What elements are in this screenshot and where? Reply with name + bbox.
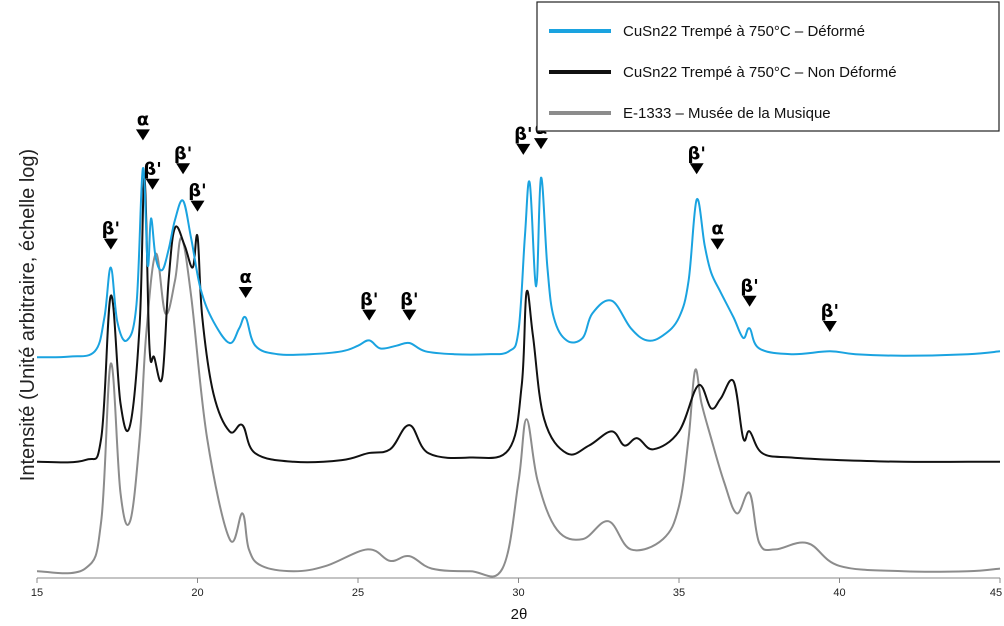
peak-marker-triangle xyxy=(190,200,205,212)
peak-annotation: β' xyxy=(821,301,839,332)
series-line-2 xyxy=(36,176,1000,464)
peak-marker-triangle xyxy=(710,238,725,250)
peak-label: β' xyxy=(143,159,161,180)
series-line-1 xyxy=(36,167,1001,359)
peak-label: β' xyxy=(821,301,839,322)
peak-marker-triangle xyxy=(402,309,417,321)
peak-annotation: α xyxy=(710,219,725,250)
x-axis-label: 2θ xyxy=(511,606,528,623)
x-tick-label: 40 xyxy=(833,587,845,599)
peak-annotation: β' xyxy=(174,143,192,175)
peak-marker-triangle xyxy=(362,309,377,321)
x-tick-label: 15 xyxy=(31,587,43,599)
legend-label-1: CuSn22 Trempé à 750°C – Déformé xyxy=(623,23,865,40)
annotations: β'αβ'β'β'αβ'β'β'αβ'αβ'β' xyxy=(102,109,839,332)
peak-label: β' xyxy=(360,290,378,311)
peak-annotation: β' xyxy=(740,276,759,307)
peak-marker-triangle xyxy=(689,163,704,175)
peak-annotation: β' xyxy=(360,290,378,321)
legend-label-3: E-1333 – Musée de la Musique xyxy=(623,105,831,122)
peak-marker-triangle xyxy=(238,286,253,298)
peak-annotation: α xyxy=(238,267,253,298)
peak-marker-triangle xyxy=(145,178,160,190)
peak-label: β' xyxy=(188,181,206,202)
peak-label: α xyxy=(137,109,149,130)
peak-label: β' xyxy=(514,124,532,145)
peak-marker-triangle xyxy=(742,295,757,307)
peak-annotation: α xyxy=(135,109,150,141)
series-layer xyxy=(36,167,1001,578)
x-tick-label: 25 xyxy=(352,587,364,599)
x-ticks: 15 20 25 30 35 40 45 xyxy=(31,578,1002,599)
peak-annotation: β' xyxy=(514,124,533,155)
legend-box xyxy=(536,1,1000,132)
peak-marker-triangle xyxy=(533,138,548,150)
peak-annotation: β' xyxy=(188,181,207,212)
peak-marker-triangle xyxy=(135,129,150,141)
peak-marker-triangle xyxy=(176,163,191,175)
peak-marker-triangle xyxy=(516,143,531,155)
peak-label: β' xyxy=(174,143,192,164)
y-axis-label: Intensité (Unité arbitraire, échelle log… xyxy=(17,149,39,481)
peak-marker-triangle xyxy=(103,238,118,250)
peak-label: β' xyxy=(740,276,758,297)
peak-label: β' xyxy=(102,219,120,240)
peak-annotation: β' xyxy=(687,143,706,175)
x-tick-label: 30 xyxy=(512,587,524,599)
peak-label: α xyxy=(711,219,723,240)
x-tick-label: 35 xyxy=(673,587,685,599)
peak-label: β' xyxy=(400,290,418,311)
legend: CuSn22 Trempé à 750°C – Déformé CuSn22 Tr… xyxy=(536,1,1000,132)
peak-annotation: β' xyxy=(143,159,162,190)
x-tick-label: 45 xyxy=(990,587,1002,599)
x-tick-label: 20 xyxy=(191,587,203,599)
peak-marker-triangle xyxy=(822,320,837,332)
peak-label: α xyxy=(239,267,251,288)
peak-annotation: β' xyxy=(400,290,419,321)
series-line-3 xyxy=(36,237,1001,578)
legend-label-2: CuSn22 Trempé à 750°C – Non Déformé xyxy=(623,64,897,81)
peak-label: β' xyxy=(687,143,705,164)
peak-annotation: β' xyxy=(102,219,120,250)
